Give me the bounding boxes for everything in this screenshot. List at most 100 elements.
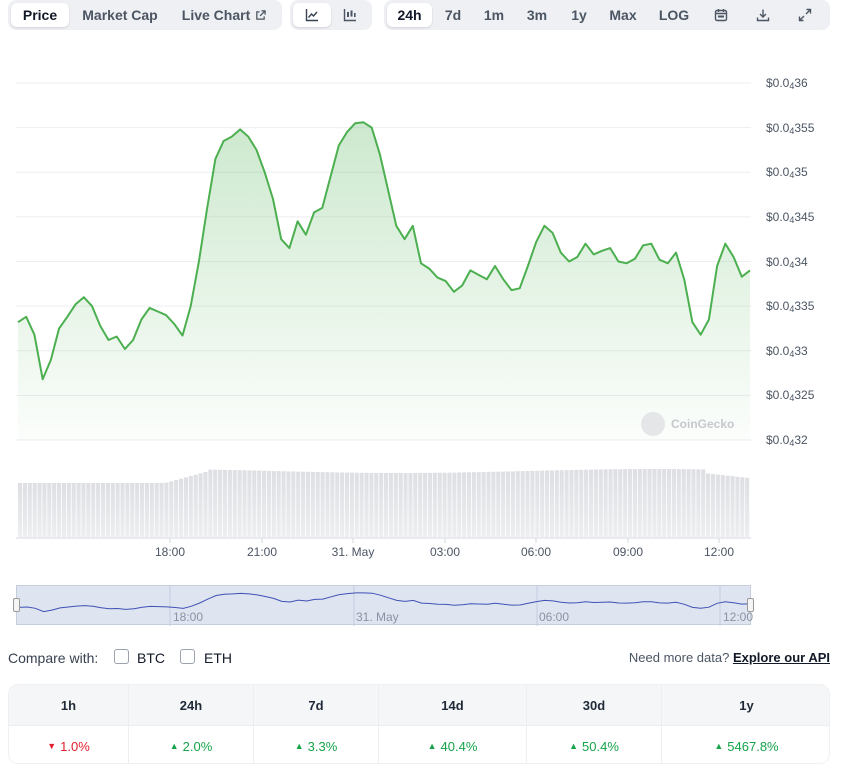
volume-bar: [501, 471, 506, 537]
volume-bar: [183, 477, 188, 537]
header-1h: 1h: [9, 685, 129, 725]
volume-bar: [340, 472, 345, 537]
change-1h-value: 1.0%: [60, 738, 90, 754]
volume-bar: [369, 472, 374, 537]
volume-bar: [427, 472, 432, 537]
volume-bar: [408, 473, 413, 537]
range-navigator[interactable]: 18:00 31. May 06:00 12:00: [13, 585, 754, 626]
volume-bar: [545, 470, 550, 537]
volume-bar: [218, 469, 223, 537]
volume-bar: [510, 471, 515, 537]
tab-market-cap[interactable]: Market Cap: [69, 3, 171, 27]
volume-bar: [310, 471, 315, 537]
log-scale-toggle[interactable]: LOG: [648, 3, 700, 27]
tab-price-label: Price: [22, 7, 58, 23]
volume-bar: [574, 469, 579, 537]
volume-bar: [76, 483, 81, 537]
volume-bar: [579, 469, 584, 537]
line-chart-button[interactable]: [293, 3, 331, 27]
volume-bar: [301, 471, 306, 537]
volume-bar: [22, 483, 27, 537]
volume-bar: [642, 469, 647, 537]
tab-live-chart[interactable]: Live Chart: [171, 3, 277, 27]
header-1y: 1y: [739, 697, 754, 713]
y-tick-label: $0.0432: [766, 433, 808, 448]
range-1y[interactable]: 1y: [560, 3, 598, 27]
volume-bar: [125, 483, 130, 537]
volume-bar: [281, 471, 286, 537]
volume-bar: [286, 471, 291, 537]
compare-row: Compare with: BTC ETH Need more data? Ex…: [8, 648, 830, 668]
volume-bar: [423, 472, 428, 537]
compare-label: Compare with:: [8, 650, 99, 666]
volume-bar: [291, 471, 296, 537]
navigator-left-handle[interactable]: [13, 598, 20, 612]
volume-bar: [159, 483, 164, 537]
navigator-right-handle[interactable]: [747, 598, 754, 612]
down-triangle-icon: ▼: [47, 741, 57, 751]
price-change-table: 1h 24h 7d 14d 30d 1y ▼ 1.0% ▲ 2.0% ▲ 3.3% ▲…: [8, 684, 830, 764]
x-tick-1200: 12:00: [703, 545, 735, 559]
volume-bar: [730, 476, 735, 537]
y-tick-label: $0.04345: [766, 209, 815, 225]
download-button[interactable]: [742, 3, 784, 27]
volume-bar: [657, 469, 662, 537]
volume-bar: [71, 483, 76, 537]
candlestick-button[interactable]: [331, 3, 369, 27]
line-chart-icon: [305, 9, 318, 22]
volume-bar: [61, 483, 66, 537]
volume-bar: [232, 470, 237, 537]
range-max[interactable]: Max: [598, 3, 648, 27]
volume-bar: [569, 470, 574, 537]
change-30d-value: 50.4%: [582, 738, 619, 754]
volume-bar: [696, 469, 701, 537]
up-triangle-icon: ▲: [294, 741, 304, 751]
volume-bar: [86, 483, 91, 537]
btc-checkbox[interactable]: [114, 649, 129, 664]
volume-bar: [691, 469, 696, 537]
volume-bar: [164, 482, 169, 537]
volume-bar: [364, 472, 369, 537]
eth-checkbox[interactable]: [180, 649, 195, 664]
eth-label[interactable]: ETH: [204, 650, 232, 666]
volume-bar: [662, 469, 667, 537]
volume-bar: [100, 483, 106, 537]
volume-bar: [32, 483, 37, 537]
range-1m[interactable]: 1m: [474, 3, 514, 27]
volume-bar: [671, 469, 676, 537]
volume-bar: [745, 477, 750, 537]
range-3m-label: 3m: [526, 7, 548, 23]
fullscreen-button[interactable]: [784, 3, 826, 27]
up-triangle-icon: ▲: [569, 741, 579, 751]
up-triangle-icon: ▲: [427, 741, 437, 751]
volume-bar: [193, 474, 198, 537]
volume-bar: [154, 483, 159, 537]
y-tick-label: $0.0435: [766, 165, 808, 181]
volume-bar: [52, 483, 57, 537]
x-tick-0900: 09:00: [612, 545, 644, 559]
volume-bar: [735, 476, 740, 537]
up-triangle-icon: ▲: [169, 741, 179, 751]
range-7d[interactable]: 7d: [432, 3, 474, 27]
x-tick-2100: 21:00: [246, 545, 278, 559]
up-triangle-icon: ▲: [714, 741, 724, 751]
volume-bar: [710, 474, 716, 537]
date-range-button[interactable]: [700, 3, 742, 27]
change-30d: ▲ 50.4%: [527, 726, 662, 763]
volume-bar: [262, 470, 267, 537]
volume-bar: [398, 473, 403, 537]
change-7d: ▲ 3.3%: [254, 726, 379, 763]
range-24h[interactable]: 24h: [387, 3, 432, 27]
tab-price[interactable]: Price: [11, 3, 69, 27]
explore-api-link[interactable]: Explore our API: [732, 650, 830, 665]
volume-bar: [437, 472, 442, 537]
watermark-text: CoinGecko: [671, 417, 735, 431]
volume-bar: [535, 470, 540, 537]
btc-label[interactable]: BTC: [137, 650, 165, 666]
range-3m[interactable]: 3m: [514, 3, 560, 27]
volume-bar: [701, 469, 706, 537]
volume-bar: [584, 469, 589, 537]
range-selector: 24h 7d 1m 3m 1y Max LOG: [384, 0, 830, 30]
price-chart[interactable]: $0.0436 $0.04355 $0.0435 $0.04345 $0.0434 $0.…: [0, 40, 855, 620]
volume-bar: [667, 469, 672, 537]
